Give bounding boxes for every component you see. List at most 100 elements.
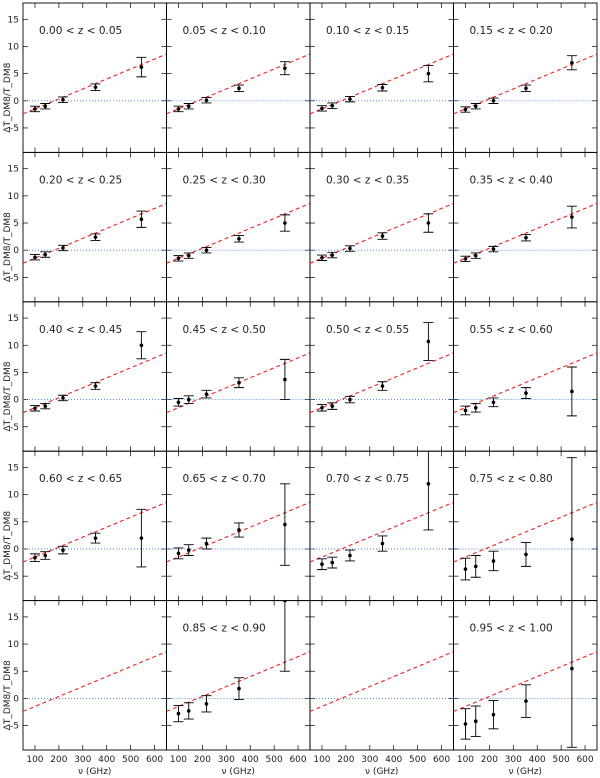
data-point bbox=[570, 389, 574, 394]
x-tick-label: 400 bbox=[529, 755, 546, 765]
data-point bbox=[348, 246, 352, 251]
data-point bbox=[330, 103, 335, 108]
data-point bbox=[237, 380, 241, 385]
data-point bbox=[524, 235, 528, 240]
y-tick-label: 15 bbox=[8, 613, 19, 623]
panel-title: 0.15 < z < 0.20 bbox=[470, 25, 553, 37]
data-point bbox=[139, 343, 144, 348]
panel-frame bbox=[22, 600, 167, 751]
data-point bbox=[426, 221, 431, 225]
panel: 0.00 < z < 0.05 -5 0 5 10 15 bbox=[8, 2, 167, 153]
x-axis-label: ν (GHz) bbox=[222, 767, 255, 777]
panel: 0.95 < z < 1.00 100 200 300 400 500 600 bbox=[453, 600, 598, 765]
data-point bbox=[176, 551, 181, 556]
data-point bbox=[93, 384, 98, 388]
data-point bbox=[330, 253, 335, 257]
y-tick-label: 0 bbox=[13, 97, 19, 107]
y-tick-label: 10 bbox=[8, 491, 20, 501]
data-point bbox=[348, 397, 352, 402]
x-tick-label: 300 bbox=[505, 755, 522, 765]
y-tick-label: -5 bbox=[10, 423, 19, 433]
data-point bbox=[570, 537, 574, 542]
panel: 0.30 < z < 0.35 bbox=[309, 151, 454, 303]
data-point bbox=[348, 97, 352, 101]
data-point bbox=[570, 215, 574, 219]
panel-title: 0.70 < z < 0.75 bbox=[326, 473, 409, 485]
panel-title: 0.85 < z < 0.90 bbox=[183, 623, 266, 635]
x-tick-label: 600 bbox=[576, 755, 593, 765]
data-point bbox=[43, 252, 48, 257]
data-point bbox=[473, 564, 478, 569]
data-point bbox=[380, 541, 385, 546]
data-point bbox=[61, 246, 65, 250]
x-tick-label: 100 bbox=[457, 755, 474, 765]
y-tick-label: -5 bbox=[10, 722, 19, 732]
panel: 0.15 < z < 0.20 bbox=[453, 2, 598, 153]
model-line bbox=[166, 202, 310, 264]
data-point bbox=[283, 600, 287, 603]
y-tick-label: 15 bbox=[8, 314, 19, 324]
data-point bbox=[491, 98, 496, 103]
panel: 0.75 < z < 0.80 bbox=[453, 450, 598, 602]
data-point bbox=[283, 221, 287, 225]
panel: 0.45 < z < 0.50 bbox=[166, 301, 311, 452]
model-line bbox=[453, 501, 597, 563]
y-tick-label: 0 bbox=[13, 246, 19, 256]
data-point bbox=[320, 405, 324, 410]
model-line bbox=[310, 651, 454, 712]
panel: 0.25 < z < 0.30 bbox=[166, 151, 311, 303]
y-tick-label: -5 bbox=[10, 273, 19, 283]
data-point bbox=[463, 567, 468, 571]
data-point bbox=[93, 85, 98, 90]
y-tick-label: -5 bbox=[10, 572, 19, 582]
y-tick-label: 0 bbox=[13, 694, 19, 704]
panel: 0.05 < z < 0.10 bbox=[166, 2, 311, 153]
data-point bbox=[380, 85, 385, 90]
data-point bbox=[473, 253, 478, 258]
y-tick-label: 5 bbox=[13, 219, 19, 229]
data-point bbox=[330, 404, 335, 408]
x-axis-labels: ν (GHz) ν (GHz) ν (GHz) ν (GHz) bbox=[78, 767, 542, 777]
data-point bbox=[186, 397, 191, 402]
data-point bbox=[204, 392, 209, 396]
y-axis-label: ΔT_DM8/T_DM8 bbox=[3, 660, 13, 730]
panel-title: 0.35 < z < 0.40 bbox=[470, 174, 553, 186]
panel-title: 0.65 < z < 0.70 bbox=[183, 473, 266, 485]
x-axis-label: ν (GHz) bbox=[78, 767, 111, 777]
data-point bbox=[491, 559, 496, 563]
panel-title: 0.05 < z < 0.10 bbox=[183, 25, 266, 37]
data-point bbox=[524, 86, 528, 91]
y-tick-label: 15 bbox=[8, 15, 19, 25]
x-tick-label: 100 bbox=[313, 755, 330, 765]
model-line bbox=[453, 202, 597, 264]
y-tick-label: 10 bbox=[8, 42, 20, 52]
y-tick-label: 10 bbox=[8, 192, 20, 202]
data-point bbox=[570, 60, 574, 65]
y-tick-label: 0 bbox=[13, 396, 19, 406]
x-tick-label: 400 bbox=[385, 755, 402, 765]
panel-title: 0.40 < z < 0.45 bbox=[39, 324, 122, 336]
panel: 0.85 < z < 0.90 100 200 300 400 500 600 bbox=[166, 600, 311, 765]
y-tick-label: 0 bbox=[13, 545, 19, 555]
data-point bbox=[176, 256, 181, 261]
x-tick-label: 600 bbox=[433, 755, 450, 765]
y-tick-label: 5 bbox=[13, 667, 19, 677]
y-tick-label: 5 bbox=[13, 518, 19, 528]
x-tick-label: 100 bbox=[170, 755, 187, 765]
data-point bbox=[426, 339, 431, 344]
model-line bbox=[23, 501, 167, 563]
model-line bbox=[23, 651, 167, 712]
panels-grid: 0.00 < z < 0.05 -5 0 5 10 15 0.05 < z < 0.10 0.… bbox=[8, 2, 598, 765]
panel-title: 0.60 < z < 0.65 bbox=[39, 473, 122, 485]
data-point bbox=[176, 711, 181, 716]
data-point bbox=[426, 481, 431, 486]
x-tick-label: 200 bbox=[481, 755, 498, 765]
x-axis-label: ν (GHz) bbox=[365, 767, 398, 777]
data-point bbox=[43, 553, 48, 558]
data-point bbox=[139, 536, 144, 540]
data-point bbox=[426, 71, 431, 76]
panel-title: 0.50 < z < 0.55 bbox=[326, 324, 409, 336]
data-point bbox=[491, 247, 496, 251]
panel-frame bbox=[309, 600, 454, 751]
data-point bbox=[204, 702, 209, 706]
